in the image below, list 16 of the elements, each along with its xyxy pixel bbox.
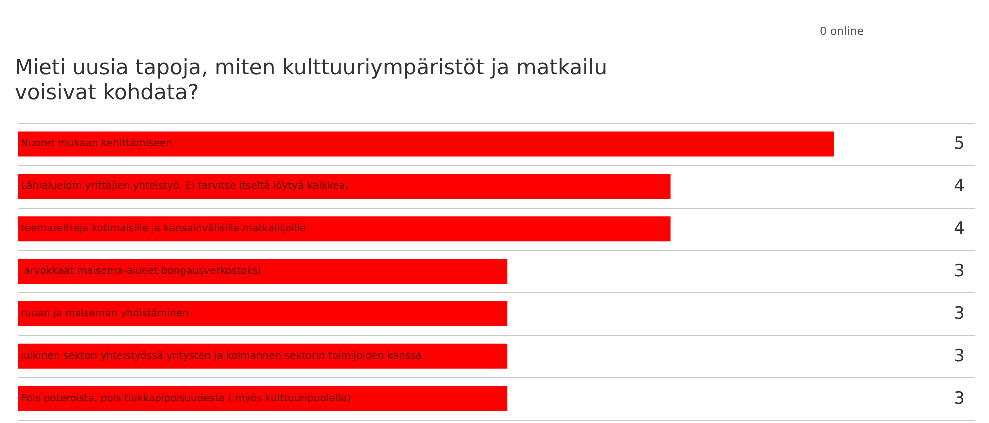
y-tick-label: ruuan ja maiseman yhdistäminen	[21, 308, 189, 320]
y-tick-label: arvokkaat maisema-alueet bongausverkostoksi	[21, 266, 261, 277]
data-label: 3	[954, 304, 965, 324]
y-tick-label: Lähialueidm yrittäjien yhteistyö. Ei tarvitse itseltä löytyä kaikkea.	[21, 181, 349, 192]
data-label: 4	[954, 219, 965, 240]
y-tick-label: teemareittejä kotimaisille ja kansainvälisille matkailijoille	[21, 224, 306, 235]
data-label: 3	[954, 388, 965, 409]
data-label: 3	[954, 262, 965, 282]
y-tick-label: Pois poteroista, pois tiukkapipoisuudesta ( myös kulttuuripuolella)	[21, 393, 351, 404]
data-label: 3	[954, 346, 965, 366]
text: 0 online	[820, 25, 864, 38]
y-tick-label: julkinen sektori yhteistyössä yritysten ja kolmannen sektorin toimijoiden kanssa	[20, 350, 422, 362]
data-label: 4	[954, 176, 965, 197]
chart-title: Mieti uusia tapoja, miten kulttuuriympäristöt ja matkailu voisivat kohdata?	[15, 56, 614, 104]
y-tick-label: Nuoret mukaan kehittämiseen	[21, 138, 173, 150]
data-label: 5	[954, 134, 965, 154]
